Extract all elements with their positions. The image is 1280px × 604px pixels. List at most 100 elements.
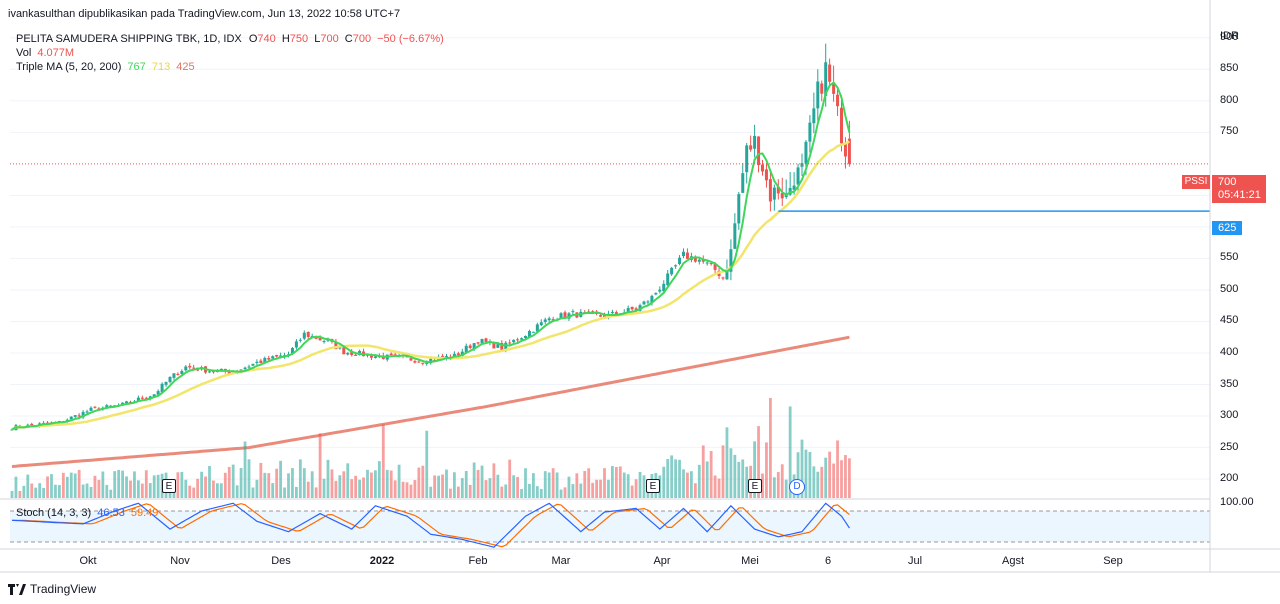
candle-body (129, 401, 132, 403)
candle-body (409, 358, 413, 361)
candle-body (761, 164, 764, 172)
candle-body (571, 311, 575, 313)
volume-bar (306, 481, 310, 498)
time-tick-label: Feb (468, 555, 488, 567)
volume-bar (10, 491, 14, 498)
volume-bar (117, 469, 121, 498)
candle-body (243, 367, 247, 370)
time-tick-label: Jul (907, 555, 923, 567)
candle-body (701, 259, 705, 262)
volume-bar (133, 471, 136, 498)
candle-body (468, 345, 472, 349)
volume-bar (148, 483, 152, 498)
candle-body (836, 94, 840, 107)
candle-body (476, 342, 480, 344)
candle-body (160, 383, 164, 393)
volume-bar (828, 451, 832, 498)
high-label: H (281, 33, 290, 45)
volume-bar (512, 475, 516, 498)
stoch-legend[interactable]: Stoch (14, 3, 3) 46.53 59.49 (16, 507, 158, 519)
volume-bar (46, 476, 49, 498)
price-tick-label: 750 (1220, 125, 1239, 138)
candle-body (516, 339, 520, 341)
volume-bar (322, 478, 326, 498)
volume-bar (840, 460, 843, 498)
volume-bar (567, 476, 571, 498)
volume-bar (472, 462, 476, 498)
volume-bar (223, 472, 227, 498)
volume-bar (61, 472, 65, 498)
candle-body (10, 429, 14, 431)
time-tick-label: 2022 (369, 555, 395, 567)
candle-body (342, 347, 346, 355)
candle-body (472, 343, 476, 350)
countdown-value: 05:41:21 (1218, 189, 1261, 201)
candle-body (804, 141, 808, 164)
candle-body (508, 342, 512, 344)
volume-bar (769, 398, 772, 498)
volume-bar (528, 483, 531, 498)
volume-bar (137, 480, 140, 498)
volume-bar (824, 457, 828, 498)
candle-body (140, 397, 144, 399)
dividend-marker[interactable]: D (789, 479, 805, 495)
earnings-marker[interactable]: E (646, 479, 660, 493)
volume-bar (729, 448, 733, 498)
volume-bar (152, 475, 156, 498)
candle-body (290, 348, 294, 354)
price-tick-label: 900 (1220, 30, 1239, 43)
candle-body (733, 223, 737, 249)
candle-body (539, 322, 543, 326)
candle-body (654, 293, 658, 295)
volume-bar (559, 489, 563, 498)
footer-brand[interactable]: TradingView (8, 582, 96, 596)
price-tick-label: 800 (1220, 93, 1239, 106)
volume-bar (816, 471, 820, 498)
time-tick-label: Okt (79, 555, 97, 567)
volume-bar (18, 491, 22, 498)
volume-bar (705, 461, 709, 498)
tradingview-logo-icon (8, 584, 26, 595)
earnings-marker[interactable]: E (162, 479, 176, 493)
low-value: 700 (320, 33, 339, 45)
volume-bar (42, 488, 45, 498)
earnings-marker[interactable]: E (748, 479, 762, 493)
volume-bar (389, 470, 393, 498)
candle-body (417, 361, 421, 363)
candle-body (85, 411, 89, 413)
price-tick-label: 400 (1220, 345, 1239, 358)
volume-bar (405, 482, 409, 498)
ma5-value: 767 (127, 61, 146, 73)
candle-body (188, 365, 192, 368)
change-value: −50 (−6.67%) (377, 33, 444, 45)
volume-bar (291, 468, 294, 498)
candle-body (369, 354, 373, 358)
volume-bar (563, 487, 567, 498)
hline-price-badge: 625 (1212, 221, 1242, 235)
candle-body (247, 366, 251, 368)
volume-bar (844, 455, 847, 498)
volume-legend[interactable]: Vol 4.077M (16, 47, 74, 59)
volume-bar (547, 472, 551, 498)
volume-bar (30, 483, 34, 498)
volume-bar (255, 479, 259, 498)
volume-bar (216, 483, 219, 498)
candle-body (796, 167, 800, 185)
candle-body (757, 136, 761, 166)
volume-bar (575, 473, 579, 498)
ma-legend[interactable]: Triple MA (5, 20, 200) 767 713 425 (16, 61, 195, 73)
volume-bar (741, 459, 745, 498)
volume-bar (144, 470, 148, 498)
candle-body (705, 262, 709, 264)
candle-body (350, 351, 354, 355)
volume-bar (433, 475, 437, 498)
symbol-legend[interactable]: PELITA SAMUDERA SHIPPING TBK, 1D, IDX O7… (16, 33, 444, 45)
candle-body (828, 64, 832, 82)
volume-bar (413, 480, 417, 498)
volume-bar (212, 480, 215, 498)
volume-bar (670, 455, 674, 498)
candle-body (824, 62, 828, 96)
volume-bar (125, 476, 128, 498)
candle-body (251, 363, 255, 366)
